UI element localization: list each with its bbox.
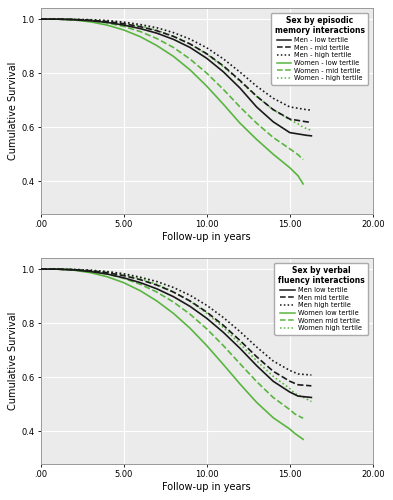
X-axis label: Follow-up in years: Follow-up in years bbox=[162, 482, 251, 492]
Y-axis label: Cumulative Survival: Cumulative Survival bbox=[8, 62, 18, 160]
X-axis label: Follow-up in years: Follow-up in years bbox=[162, 232, 251, 241]
Legend: Men low tertile, Men mid tertile, Men high tertile, Women low tertile, Women mid: Men low tertile, Men mid tertile, Men hi… bbox=[274, 262, 368, 335]
Y-axis label: Cumulative Survival: Cumulative Survival bbox=[8, 312, 18, 410]
Legend: Men - low tertile, Men - mid tertile, Men - high tertile, Women - low tertile, W: Men - low tertile, Men - mid tertile, Me… bbox=[271, 12, 368, 85]
